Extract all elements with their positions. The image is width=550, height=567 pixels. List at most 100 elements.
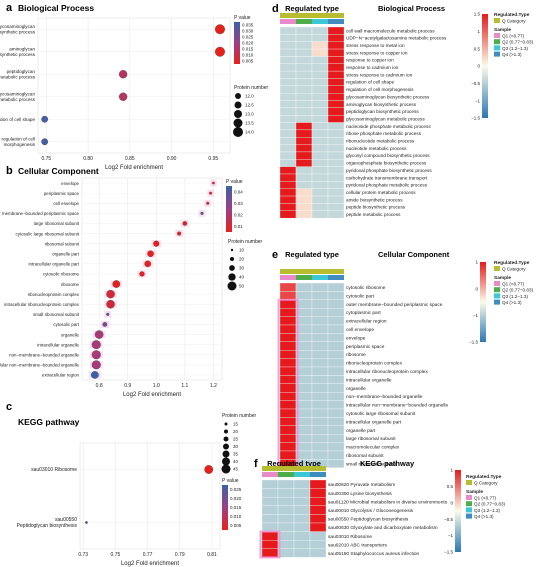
heat-scale-tick: −1 [473,313,479,318]
color-scale-tick: 0.025 [242,35,254,40]
heat-cell [279,56,297,64]
row-label: stress response to metal ion [346,43,405,48]
heat-scale-tick: 0 [477,64,480,69]
heat-cell [311,400,329,410]
heat-cell [261,548,279,558]
legend-sample-item: Q2 (0.77−0.83) [502,40,533,45]
heat-cell [279,173,297,182]
size-legend-label: 12.0 [245,94,254,99]
heat-cell [279,78,297,86]
heat-cell [311,188,329,197]
row-label: organophosphate biosynthetic process [346,161,427,166]
heat-cell [279,210,297,219]
panel-letter-f: f [254,458,258,470]
heat-scale-bar [455,470,461,552]
heat-cell [279,408,297,418]
size-legend-title: Protein number [234,85,269,91]
heat-cell [311,122,329,131]
row-label: nucleoside phosphate metabolic process [346,124,431,129]
heat-scale-tick: −1 [448,533,454,538]
heat-cell [327,400,345,410]
color-scale-tick: 0.010 [230,514,242,519]
heat-cell [277,488,295,498]
heat-cell [309,488,327,498]
size-legend-label: 20 [233,429,239,434]
heat-cell [279,48,297,57]
heat-cell [311,366,329,376]
heat-cell [279,137,297,145]
size-legend-dot [234,101,242,109]
heat-cell [309,479,327,489]
size-legend-dot [223,436,229,442]
heat-cell [279,122,297,131]
heat-cell [327,366,345,376]
heat-cell [327,210,345,219]
heat-cell [279,144,297,153]
row-label: cellular protein metabolic process [346,190,416,195]
data-point [215,24,225,35]
x-tick-label: 0.90 [167,156,177,162]
data-point [147,250,154,257]
size-legend-dot [234,110,242,118]
category-label: organelle part [52,251,80,256]
size-legend-label: 13.5 [245,121,254,126]
x-tick-label: 1.2 [210,383,217,389]
regulated-type-bar [280,13,344,18]
legend-group-item: Q Category [474,481,498,486]
category-label: intracellular organelle [37,342,79,347]
heat-cell [311,137,329,145]
heat-cell [295,173,313,182]
legend-swatch-sample [494,299,500,305]
category-label: intracellular ribonucleoprotein complex [4,302,80,307]
color-scale-tick: 0.02 [234,212,243,217]
x-axis-label: Log2 Fold enrichment [121,561,179,567]
row-label: response to cadmium ion [346,65,399,70]
heat-cell [295,291,313,300]
data-point [204,465,214,474]
heat-cell [279,316,297,326]
heat-cell [295,100,313,108]
category-label: non−membrane−bounded organelle [9,352,79,357]
row-label: cytosolic large ribosomal subunit [346,411,416,417]
heat-cell [327,85,345,94]
panel-letter-e: e [272,249,278,261]
row-label: stress response to cadmium ion [346,72,413,77]
legend-group-item: Q Category [502,267,526,272]
heat-cell [327,341,345,351]
panel-title-c: KEGG pathway [18,417,80,427]
heat-cell [295,129,313,138]
sample-color-Q2 [296,275,312,280]
row-label: amide biosynthetic process [346,197,403,202]
category-label: envelope [61,181,79,186]
category-label: small ribosomal subunit [33,312,80,317]
row-label: sau03010 Ribosome [328,534,372,540]
row-label: outer membrane−bounded periplasmic space [346,302,443,308]
heat-cell [327,166,345,175]
heat-cell [279,129,297,138]
heat-cell [309,531,327,541]
row-label: regulation of cell morphogenesis [346,87,414,92]
color-scale-bar [222,485,228,530]
heat-cell [311,78,329,86]
heat-cell [327,282,345,292]
heat-cell [293,514,311,524]
heat-cell [279,324,297,334]
heat-scale-tick: 0.5 [447,484,454,489]
legend-swatch-sample [466,507,472,513]
category-label: ribonucleoprotein complex [28,292,80,297]
heat-cell [311,299,329,309]
plot-area-b [81,177,223,381]
heat-cell [311,434,329,443]
row-label: pyridoxal phosphate metabolic process [346,183,428,188]
heat-cell [327,129,345,138]
heat-cell [311,173,329,182]
data-point [41,115,49,123]
heat-cell [279,93,297,101]
heat-scale-tick: 1.5 [474,12,481,17]
heat-cell [327,144,345,153]
data-point [94,330,104,339]
heat-cell [311,195,329,204]
heat-cell [311,392,329,401]
legend-sample-item: Q2 (0.77−0.83) [502,288,533,293]
